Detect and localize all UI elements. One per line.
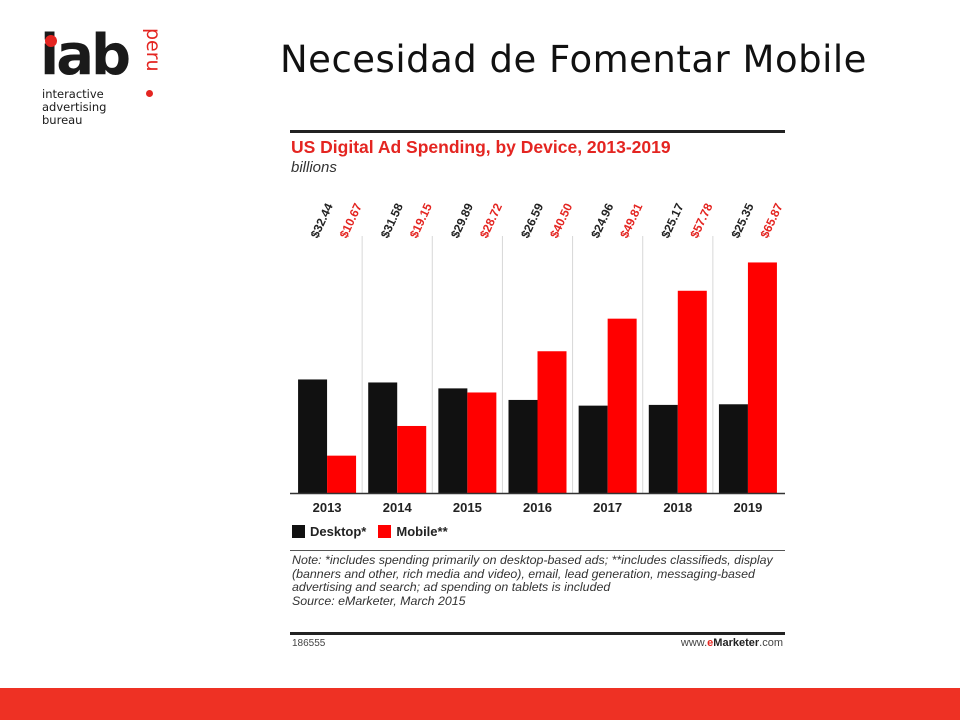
legend-divider [290,550,785,551]
x-tick-label: 2014 [383,500,413,515]
bar-mobile [537,351,567,493]
x-tick-label: 2019 [733,500,762,515]
bar-mobile [747,262,777,493]
data-label-desktop: $24.96 [588,201,616,240]
bar-mobile [677,290,707,493]
chart-top-rule [290,130,785,133]
brand-suffix: .com [759,637,783,649]
bar-desktop [368,382,398,493]
chart-note-text: Note: *includes spending primarily on de… [292,553,773,594]
logo-tagline: interactive advertising bureau [42,88,106,127]
data-label-mobile: $40.50 [547,201,575,240]
bar-desktop [578,405,608,493]
data-label-desktop: $26.59 [518,201,546,240]
legend-swatch-mobile [378,524,392,538]
bar-mobile [607,318,637,493]
data-label-mobile: $57.78 [687,201,715,240]
chart-source: Source: eMarketer, March 2015 [292,593,466,608]
data-label-desktop: $31.58 [378,201,406,240]
logo-tagline-line: advertising [42,100,107,114]
data-label-desktop: $25.17 [658,201,686,240]
legend-label-mobile: Mobile** [396,523,448,539]
data-label-mobile: $28.72 [477,201,505,240]
data-label-mobile: $10.67 [337,201,365,240]
logo-tagline-line: interactive [42,87,104,101]
brand-name: Marketer [713,637,760,649]
data-label-desktop: $29.89 [448,201,476,240]
logo-red-dot [45,35,57,47]
data-label-mobile: $19.15 [407,201,435,240]
bar-mobile [327,455,357,493]
x-tick-label: 2016 [523,500,552,515]
chart-legend: Desktop* Mobile** [292,523,460,539]
footer-bar [0,688,960,720]
legend-item-desktop: Desktop* [292,524,366,539]
chart-note: Note: *includes spending primarily on de… [292,553,782,608]
x-tick-label: 2018 [663,500,692,515]
data-label-desktop: $32.44 [308,201,336,240]
chart-brand: www.eMarketer.com [681,637,783,649]
logo-country-text: peru [142,28,164,72]
x-tick-label: 2013 [313,500,342,515]
chart-card: US Digital Ad Spending, by Device, 2013-… [290,130,785,650]
x-tick-label: 2017 [593,500,622,515]
bar-desktop [508,399,538,493]
iab-peru-logo: iab peru interactive advertising bureau [40,26,170,136]
logo-tagline-line: bureau [42,113,83,127]
bar-desktop [298,379,328,493]
bar-mobile [397,425,427,493]
chart-bottom-rule [290,632,785,635]
x-tick-label: 2015 [453,500,482,515]
bar-mobile [467,392,497,493]
data-label-desktop: $25.35 [728,201,756,240]
brand-prefix: www. [680,637,708,649]
chart-title: US Digital Ad Spending, by Device, 2013-… [291,137,671,157]
logo-country-dot [146,90,153,97]
slide-title: Necesidad de Fomentar Mobile [280,38,867,81]
chart-subtitle: billions [291,159,337,176]
bar-desktop [648,404,678,493]
bar-desktop [718,404,748,493]
brand-e: e [707,637,714,649]
legend-label-desktop: Desktop* [310,523,367,539]
legend-swatch-desktop [292,524,305,538]
legend-item-mobile: Mobile** [378,523,448,539]
chart-id: 186555 [292,638,326,649]
data-label-mobile: $65.87 [757,201,785,240]
data-label-mobile: $49.81 [617,201,645,240]
bar-desktop [438,388,468,493]
